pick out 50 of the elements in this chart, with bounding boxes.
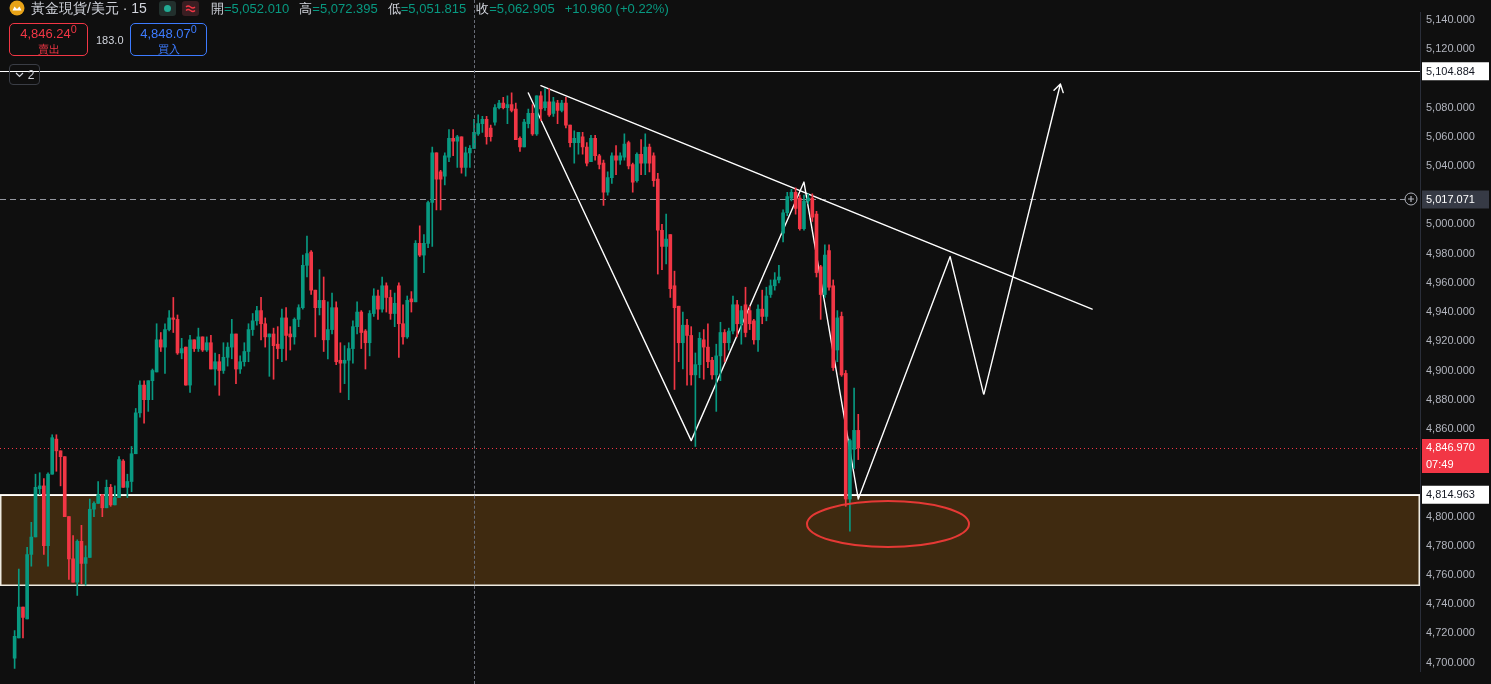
candlestick (614, 145, 618, 176)
y-tick-label: 5,060.000 (1426, 129, 1475, 142)
y-tick-label: 4,700.000 (1426, 655, 1475, 668)
candlestick (685, 319, 689, 386)
y-tick-label: 4,780.000 (1426, 538, 1475, 551)
candlestick (451, 129, 455, 157)
annotation: 2 (27, 67, 35, 82)
annotation: 高=5,072.395 (299, 0, 378, 16)
annotation: 低=5,051.815 (387, 0, 467, 16)
y-tick-label: 5,080.000 (1426, 100, 1475, 113)
candlestick (664, 213, 668, 265)
y-tick-label: 4,720.000 (1426, 626, 1475, 639)
y-tick-label: 5,140.000 (1426, 12, 1475, 25)
annotation: 4,846.24$^{0}$ (20, 23, 77, 42)
y-tick-label: 4,940.000 (1426, 305, 1475, 318)
y-tick-label: 4,760.000 (1426, 568, 1475, 581)
buy-button: 4,848.07$^{0}$ 買入 (130, 23, 207, 56)
ref-line-label: 4,814.963 (1426, 488, 1475, 501)
y-tick-label: 4,960.000 (1426, 275, 1475, 288)
candlestick (455, 134, 460, 168)
annotation: 買入 (157, 42, 180, 55)
sell-button: 4,846.24$^{0}$ 賣出 (9, 23, 88, 56)
annotation: +10.960 (+0.22%) (564, 0, 669, 16)
candlestick (217, 354, 222, 396)
y-tick-label: 4,800.000 (1426, 509, 1475, 522)
chart-title: 黃金現貨/美元 · 15 (31, 0, 147, 16)
y-tick-label: 4,980.000 (1426, 246, 1475, 259)
candlestick (179, 338, 184, 360)
annotation: 開=5,052.010 (210, 0, 290, 16)
annotation: 4,848.07$^{0}$ (140, 23, 197, 42)
annotation: 賣出 (37, 42, 60, 55)
annotation: 183.0 (96, 34, 124, 46)
y-tick-label: 4,900.000 (1426, 363, 1475, 376)
y-tick-label: 4,860.000 (1426, 421, 1475, 434)
y-tick-label: 5,000.000 (1426, 217, 1475, 230)
y-tick-label: 4,880.000 (1426, 392, 1475, 405)
ref-line-label: 5,017.071 (1426, 193, 1475, 205)
candlestick (275, 326, 280, 360)
candlestick (760, 289, 765, 325)
ref-line-label: 5,104.884 (1426, 64, 1475, 77)
text: 07:49 (1426, 458, 1454, 471)
y-tick-label: 5,040.000 (1426, 159, 1475, 172)
y-tick-label: 4,920.000 (1426, 334, 1475, 347)
y-tick-label: 5,120.000 (1426, 42, 1475, 55)
ref-line-label: 4,846.970 (1426, 441, 1475, 454)
annotation: 收=5,062.905 (476, 0, 555, 16)
candlestick (572, 130, 577, 164)
y-tick-label: 4,740.000 (1426, 597, 1475, 610)
candlestick (639, 139, 643, 176)
dropdown-button: 2 (9, 64, 40, 85)
